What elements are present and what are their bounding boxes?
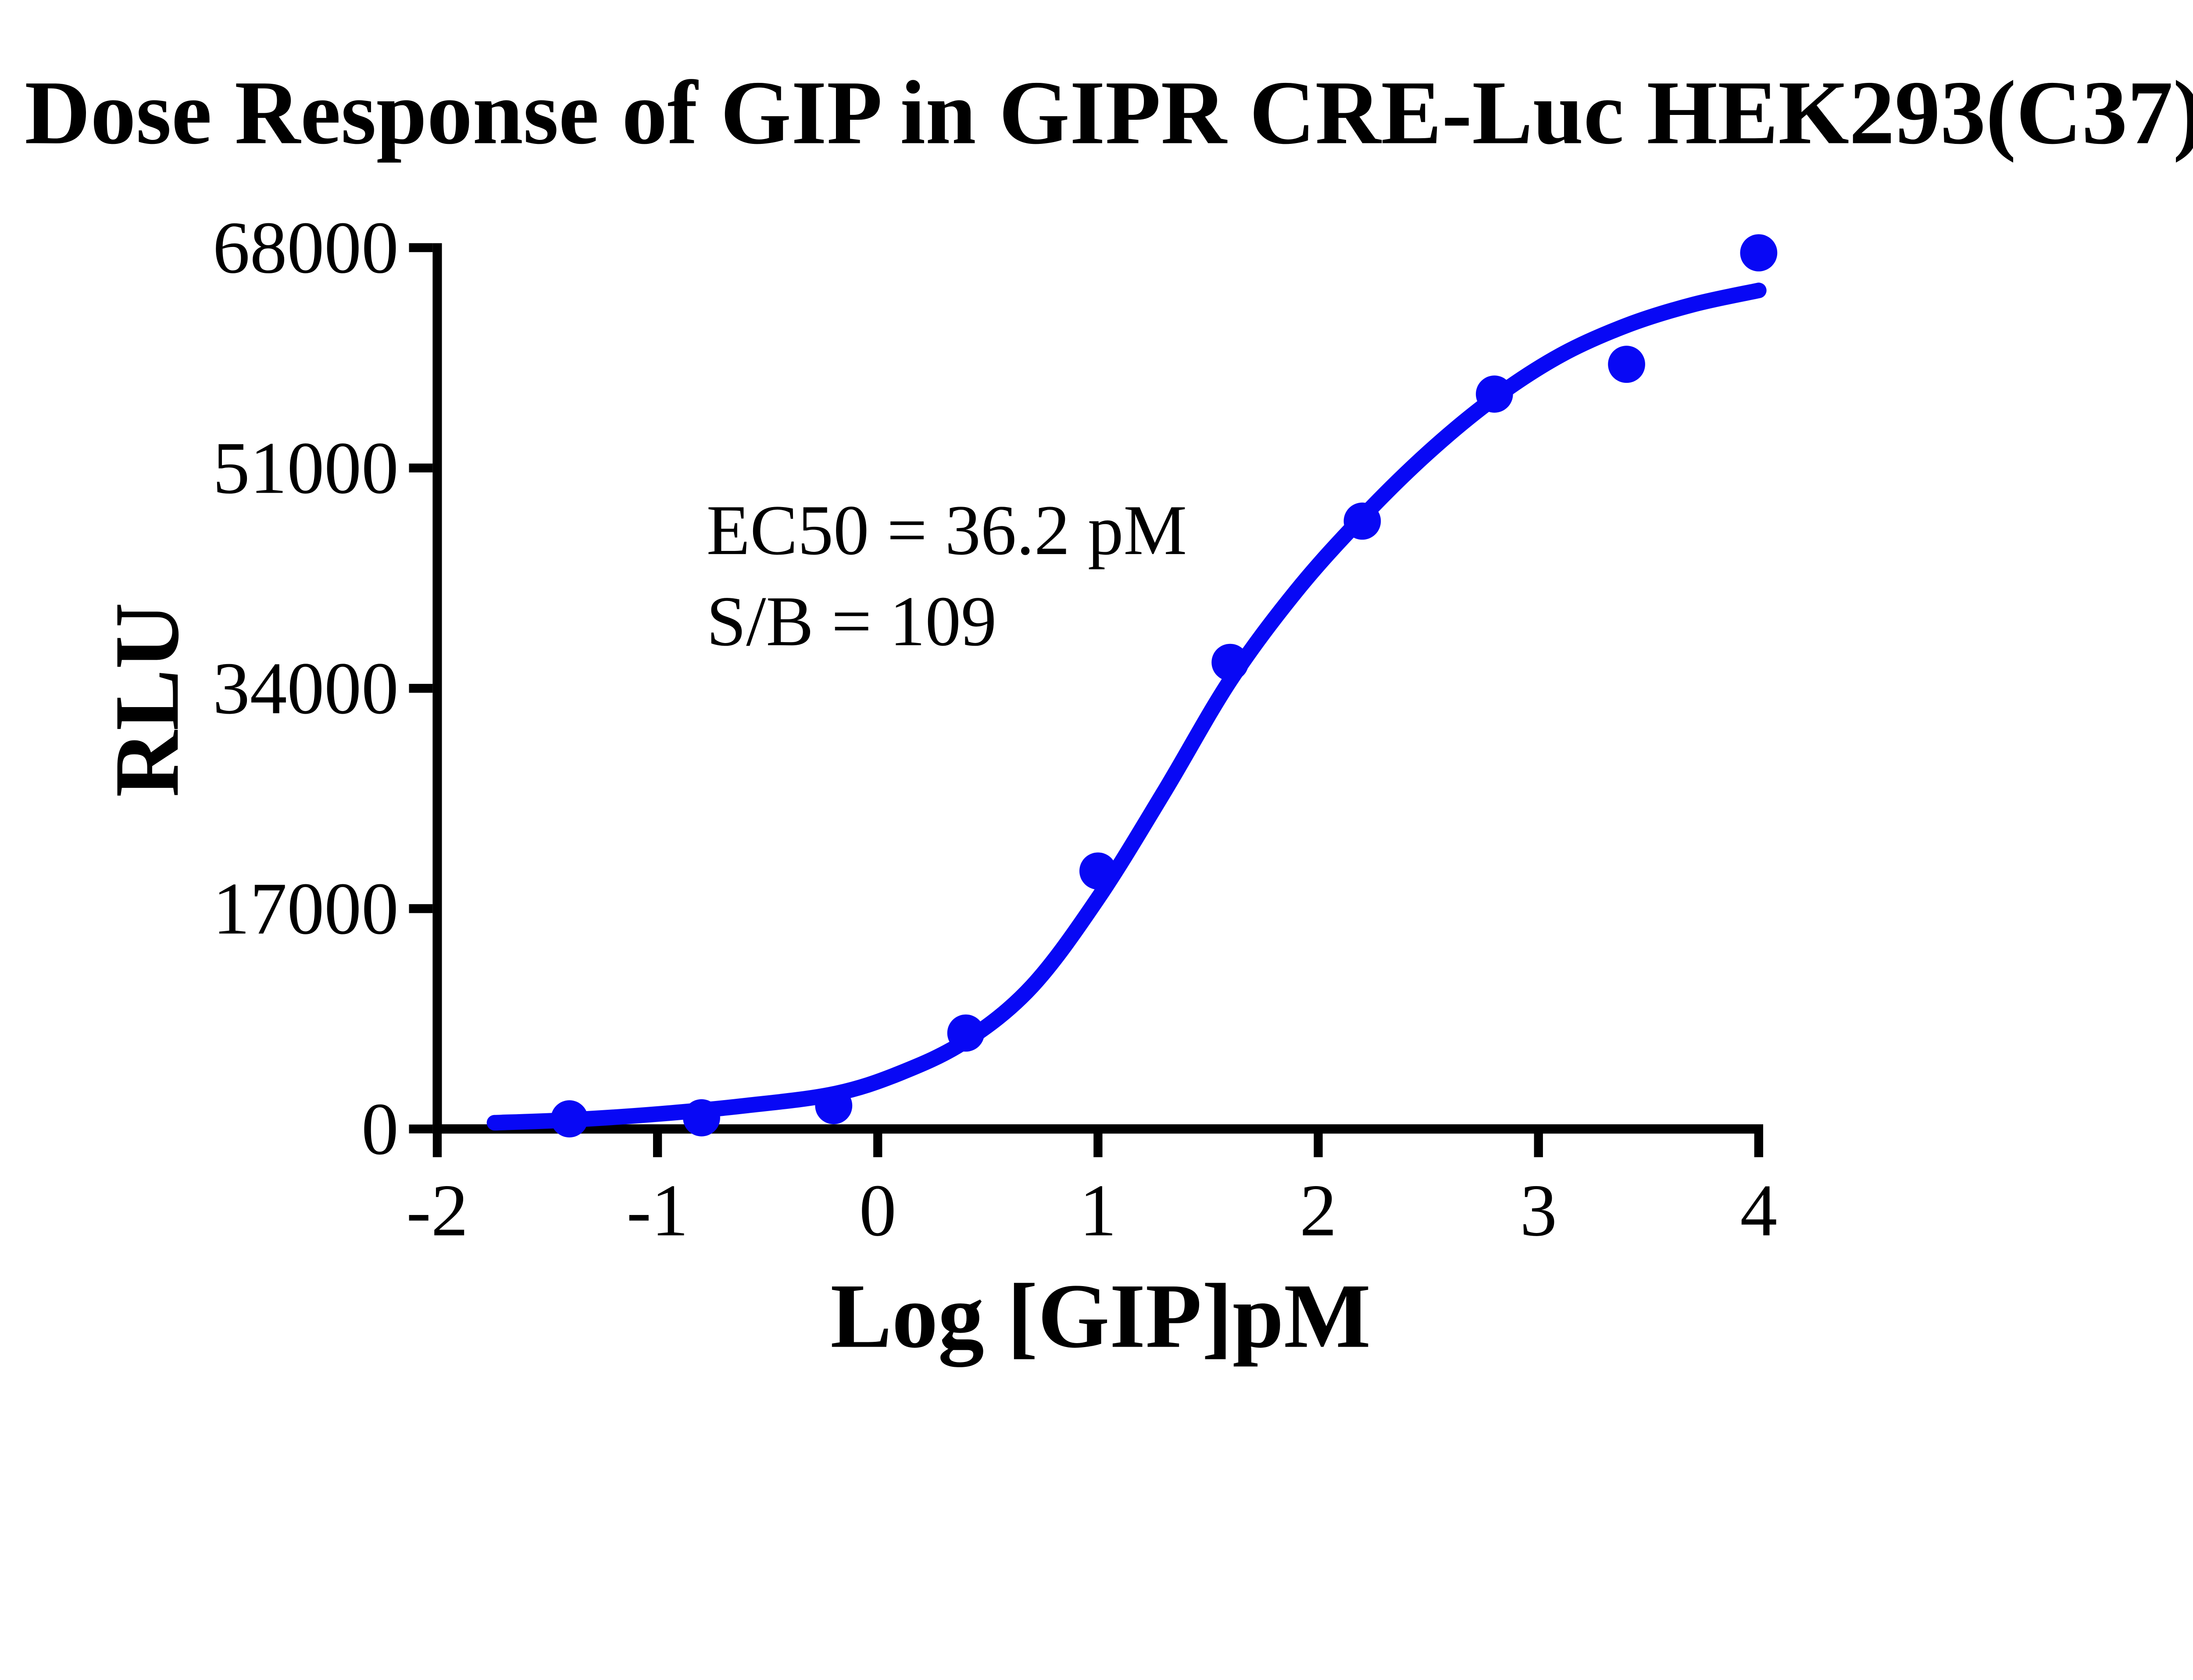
data-point [947, 1014, 985, 1052]
data-point [1343, 502, 1381, 540]
data-point [1211, 643, 1249, 681]
y-tick-label: 0 [361, 1088, 399, 1170]
y-tick-label: 51000 [213, 427, 399, 509]
x-tick-label: 0 [859, 1169, 896, 1251]
data-point [1475, 375, 1513, 413]
annotation-signal-to-background: S/B = 109 [707, 582, 997, 661]
y-axis-ticks: 0 17000 34000 51000 68000 [213, 206, 433, 1170]
x-tick-label: -1 [626, 1169, 688, 1251]
x-tick-label: 1 [1079, 1169, 1117, 1251]
x-tick-label: -2 [406, 1169, 468, 1251]
annotation-ec50: EC50 = 36.2 pM [707, 491, 1187, 570]
chart-title: Dose Response of GIP in GIPR CRE-Luc HEK… [25, 62, 2193, 163]
data-point [683, 1099, 720, 1137]
fit-curve [486, 282, 1767, 1131]
y-tick-label: 68000 [213, 206, 399, 289]
dose-response-figure: Dose Response of GIP in GIPR CRE-Luc HEK… [25, 62, 2193, 1367]
y-axis-title: RLU [96, 603, 198, 797]
x-axis-title: Log [GIP]pM [830, 1265, 1371, 1367]
x-tick-label: 4 [1740, 1169, 1777, 1251]
data-point [1079, 852, 1117, 890]
x-tick-label: 3 [1520, 1169, 1557, 1251]
y-tick-label: 34000 [213, 647, 399, 729]
data-point [550, 1100, 588, 1138]
x-tick-label: 2 [1300, 1169, 1337, 1251]
y-tick-label: 17000 [213, 867, 399, 950]
data-point [815, 1087, 853, 1124]
x-axis-ticks: -2 -1 0 1 2 3 4 [406, 1133, 1777, 1251]
data-point [1608, 346, 1645, 383]
data-point [1740, 234, 1778, 272]
data-points [550, 234, 1778, 1138]
dose-response-chart: Dose Response of GIP in GIPR CRE-Luc HEK… [25, 62, 2193, 1367]
